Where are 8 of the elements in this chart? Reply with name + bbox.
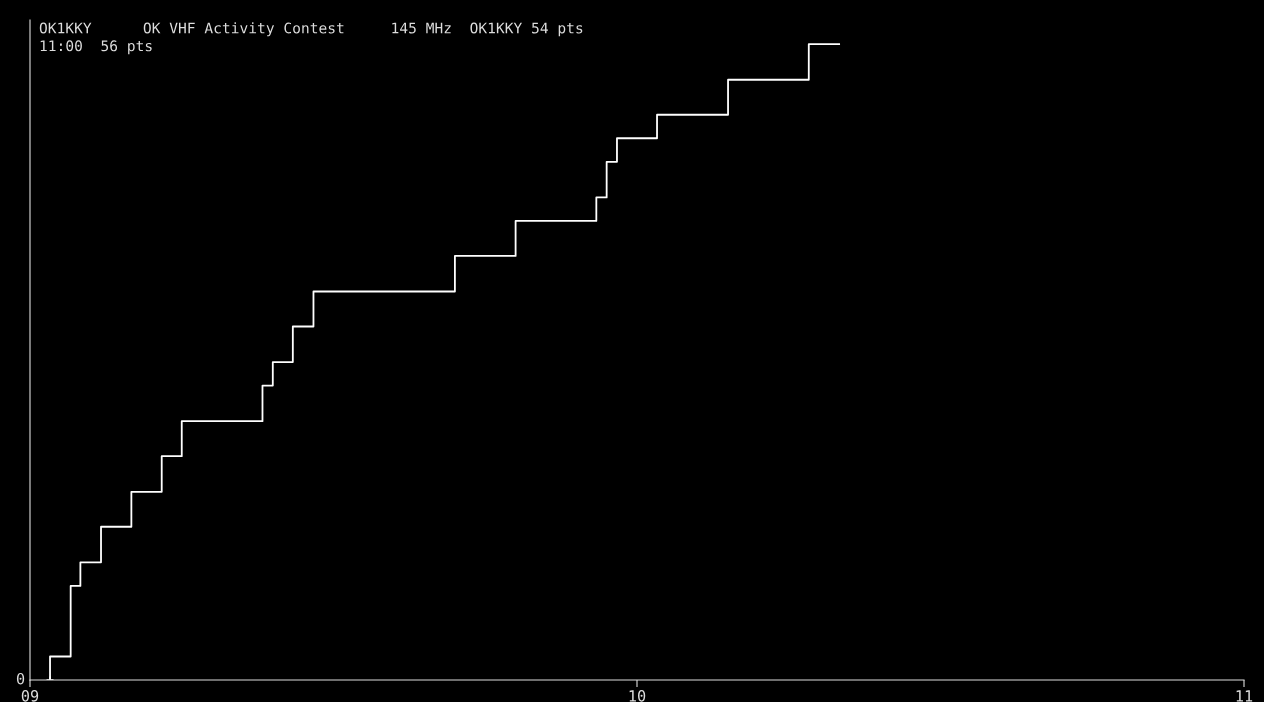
chart-subtitle: 11:00 56 pts [40,40,152,55]
text: 0 [16,672,25,685]
x-tick-label: 10 [629,690,646,702]
x-tick-label: 11 [1236,690,1253,702]
chart-title: OK1KKY [39,22,92,34]
x-tick-label: 09 [21,690,39,702]
text: OK VHF Activity Contest [143,22,344,37]
text: 145 MHz OK1KKY 54 pts [392,22,583,37]
